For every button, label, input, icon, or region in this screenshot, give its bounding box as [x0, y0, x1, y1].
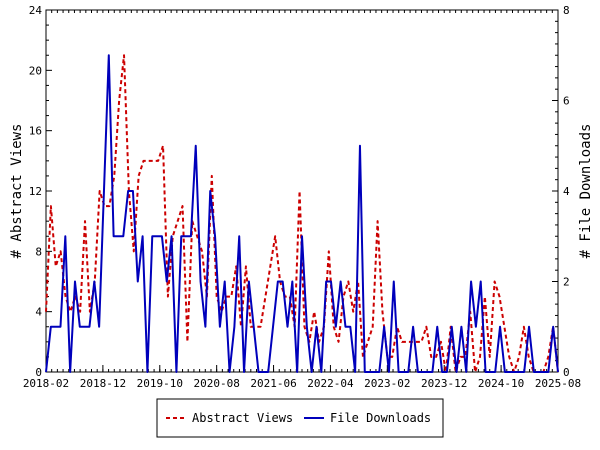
x-tick-label: 2018-02: [23, 377, 69, 390]
legend: Abstract Views File Downloads: [156, 398, 444, 438]
y-left-tick-label: 16: [29, 125, 42, 138]
y-left-tick-label: 12: [29, 185, 42, 198]
x-tick-label: 2021-06: [250, 377, 296, 390]
y-right-tick-label: 8: [563, 4, 570, 17]
y-left-tick-label: 0: [35, 366, 42, 379]
x-tick-label: 2019-10: [137, 377, 183, 390]
y-right-tick-label: 6: [563, 95, 570, 108]
plot-area: [45, 9, 559, 373]
y-left-tick-label: 4: [35, 306, 42, 319]
legend-label-abstract-views: Abstract Views: [192, 411, 293, 425]
y-left-tick-label: 24: [29, 4, 43, 17]
legend-box: [156, 398, 444, 438]
y-left-axis-ticks: 0 4 8 12 16 20 24: [29, 4, 52, 379]
y-right-tick-label: 2: [563, 276, 570, 289]
x-axis-ticks: 2018-02 2018-12 2019-10 2020-08 2021-06 2022-…: [23, 10, 581, 390]
series-line-file-downloads: [45, 54, 559, 373]
y-left-tick-label: 8: [35, 245, 42, 258]
x-tick-label: 2024-10: [478, 377, 524, 390]
x-tick-label: 2022-04: [307, 377, 354, 390]
y-right-tick-label: 4: [563, 185, 570, 198]
x-tick-label: 2025-08: [535, 377, 581, 390]
y-left-tick-label: 20: [29, 64, 42, 77]
y-right-axis-title: # File Downloads: [578, 124, 594, 259]
y-left-axis-title: # Abstract Views: [9, 124, 25, 259]
x-tick-label: 2020-08: [193, 377, 239, 390]
y-right-tick-label: 0: [563, 366, 570, 379]
x-tick-label: 2023-12: [421, 377, 467, 390]
x-tick-label: 2018-12: [80, 377, 126, 390]
series-layer: [45, 54, 559, 373]
legend-label-file-downloads: File Downloads: [330, 411, 431, 425]
y-right-axis-ticks: 0 2 4 6 8: [552, 4, 570, 379]
x-tick-label: 2023-02: [364, 377, 410, 390]
